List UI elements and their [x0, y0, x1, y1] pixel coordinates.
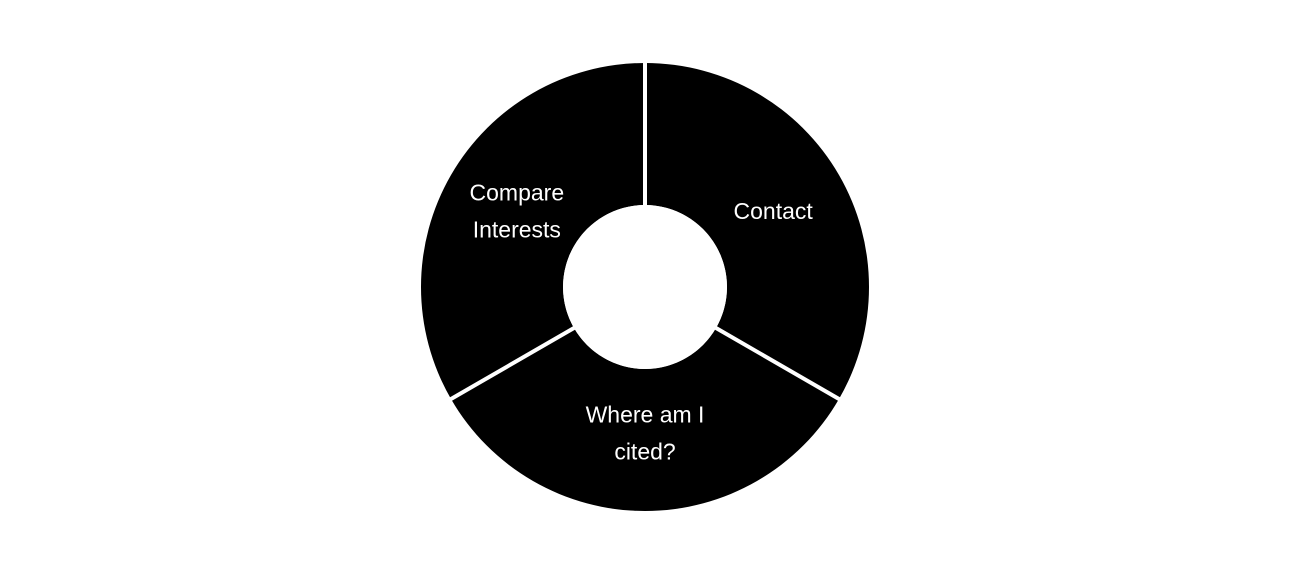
segment-divider: [448, 325, 577, 402]
ring-menu-dividers: [448, 61, 842, 402]
center-hole: [563, 205, 727, 369]
menu-segment-shape[interactable]: [451, 328, 839, 511]
segment-divider: [713, 325, 842, 402]
menu-segment-shape[interactable]: [420, 63, 645, 399]
menu-segment-shape[interactable]: [645, 63, 870, 399]
